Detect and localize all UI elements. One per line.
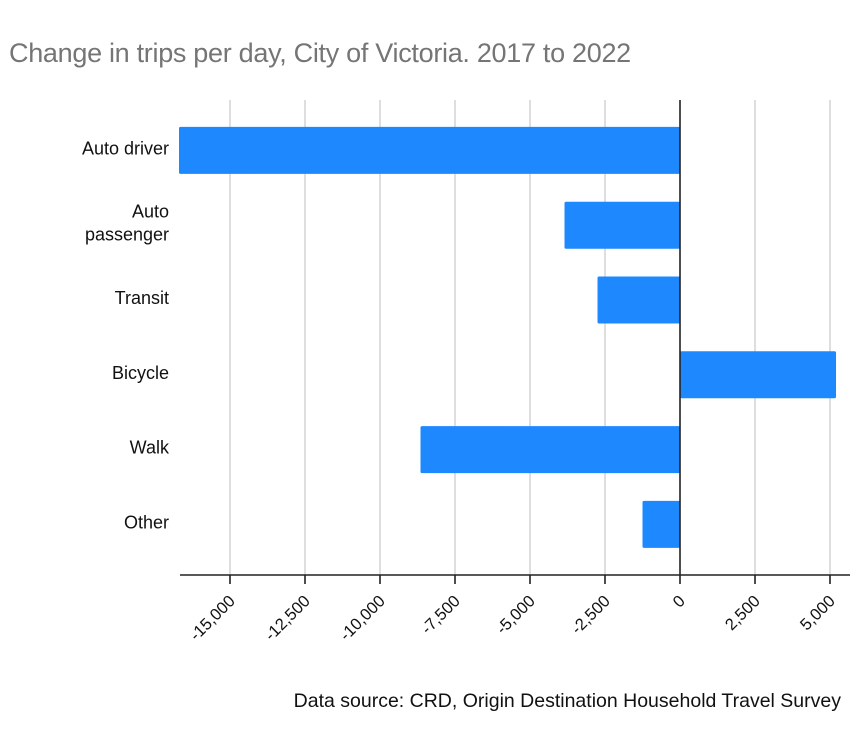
- bar-other: [642, 500, 680, 548]
- tick-labels: -15,000 -12,500 -10,000 -7,500 -5,000 -2,500 0…: [187, 592, 839, 644]
- category-labels: Auto driver Auto passenger Transit Bicycle Wa…: [82, 138, 170, 532]
- x-tick-label: -5,000: [493, 592, 539, 638]
- category-label: Walk: [130, 438, 170, 458]
- bar-bicycle: [680, 351, 836, 399]
- x-tick-label: 5,000: [797, 592, 839, 634]
- category-label: Transit: [115, 288, 169, 308]
- category-label: Bicycle: [112, 363, 169, 383]
- category-label: passenger: [85, 225, 169, 245]
- axes: [180, 100, 850, 584]
- x-tick-label: 0: [670, 592, 689, 611]
- x-tick-label: -10,000: [337, 592, 389, 644]
- category-label: Auto driver: [82, 138, 169, 158]
- x-tick-label: -12,500: [262, 592, 314, 644]
- gridlines: [229, 100, 831, 575]
- bar-transit: [597, 276, 680, 324]
- bar-auto-driver: [179, 126, 680, 174]
- x-tick-label: -7,500: [418, 592, 464, 638]
- category-label: Other: [124, 512, 169, 532]
- x-tick-label: -15,000: [187, 592, 239, 644]
- source-note: Data source: CRD, Origin Destination Hou…: [293, 690, 841, 712]
- bar-auto-passenger: [564, 201, 680, 249]
- chart-title: Change in trips per day, City of Victori…: [9, 38, 631, 68]
- x-tick-label: -2,500: [568, 592, 614, 638]
- x-tick-label: 2,500: [722, 592, 764, 634]
- bar-walk: [420, 426, 680, 474]
- bars: [179, 126, 836, 548]
- category-label: Auto: [132, 202, 169, 222]
